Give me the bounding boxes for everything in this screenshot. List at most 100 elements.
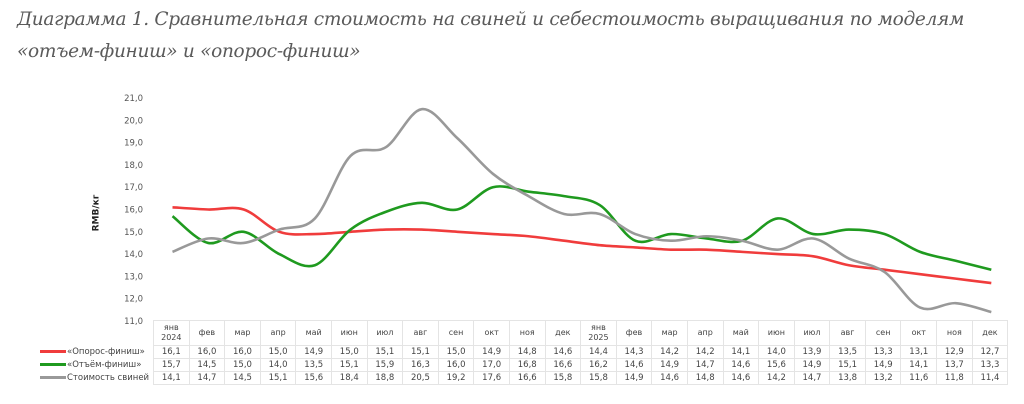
- x-tick-label: янв 2025: [580, 320, 617, 346]
- data-label: 14,0: [259, 358, 297, 372]
- y-tick-label: 17,0: [124, 183, 143, 193]
- data-label: 14,1: [722, 345, 760, 359]
- legend-entry: «Опорос-финиш»: [40, 346, 154, 359]
- x-tick-label: авг: [829, 320, 866, 346]
- data-label: 11,8: [936, 371, 973, 385]
- data-label: 11,4: [971, 371, 1009, 385]
- table-row: «Отъём-финиш» 15,7 14,5 15,0 14,0 13,5 15,1 15,…: [40, 358, 1009, 372]
- data-label: 17,6: [473, 371, 510, 385]
- x-tick-label: окт: [473, 320, 510, 346]
- legend-swatch: [40, 376, 66, 379]
- data-label: 15,1: [259, 371, 297, 385]
- data-label: 15,0: [330, 345, 368, 359]
- data-label: 15,1: [366, 345, 404, 359]
- data-label: 14,2: [651, 345, 688, 359]
- data-label: 14,6: [651, 371, 688, 385]
- data-label: 14,6: [615, 358, 653, 372]
- data-label: 13,5: [829, 345, 866, 359]
- y-tick-label: 13,0: [124, 272, 143, 282]
- data-label: 14,9: [615, 371, 653, 385]
- x-tick-label: сен: [437, 320, 475, 346]
- data-label: 13,5: [295, 358, 332, 372]
- data-label: 16,0: [188, 345, 226, 359]
- x-tick-label: ноя: [508, 320, 546, 346]
- data-label: 16,1: [153, 345, 190, 359]
- data-label: 15,0: [224, 358, 261, 372]
- table-row: «Опорос-финиш» 16,1 16,0 16,0 15,0 14,9 15,0 15…: [40, 345, 1009, 359]
- x-tick-label: янв 2024: [153, 320, 190, 346]
- data-label: 13,2: [864, 371, 902, 385]
- y-tick-label: 14,0: [124, 250, 143, 260]
- x-tick-label: фев: [188, 320, 226, 346]
- data-label: 14,9: [793, 358, 831, 372]
- data-label: 16,2: [580, 358, 617, 372]
- data-label: 16,0: [224, 345, 261, 359]
- x-tick-label: апр: [686, 320, 724, 346]
- series-line: [171, 185, 992, 271]
- y-tick-label: 19,0: [124, 139, 143, 149]
- data-label: 14,9: [295, 345, 332, 359]
- x-tick-label: мар: [651, 320, 688, 346]
- data-label: 15,0: [259, 345, 297, 359]
- data-label: 14,7: [686, 358, 724, 372]
- x-tick-label: июн: [330, 320, 368, 346]
- data-label: 14,4: [580, 345, 617, 359]
- legend-label: «Отъём-финиш»: [67, 360, 142, 370]
- data-label: 14,3: [615, 345, 653, 359]
- data-label: 15,8: [580, 371, 617, 385]
- legend-label: «Опорос-финиш»: [67, 347, 145, 357]
- series-line: [172, 205, 992, 285]
- x-tick-label: фев: [615, 320, 653, 346]
- data-label: 13,1: [900, 345, 938, 359]
- y-axis-label: RMB/кг: [91, 194, 102, 232]
- data-label: 17,0: [473, 358, 510, 372]
- legend-entry: Стоимость свиней: [40, 372, 154, 385]
- legend-label: Стоимость свиней: [67, 373, 150, 383]
- data-label: 16,6: [508, 371, 546, 385]
- x-tick-label: май: [295, 320, 332, 346]
- data-label: 13,7: [936, 358, 973, 372]
- x-tick-label: дек: [544, 320, 582, 346]
- data-label: 14,5: [224, 371, 261, 385]
- data-label: 13,3: [971, 358, 1009, 372]
- data-label: 14,9: [864, 358, 902, 372]
- data-label: 14,8: [508, 345, 546, 359]
- legend-swatch: [40, 363, 66, 366]
- y-tick-label: 18,0: [124, 161, 143, 171]
- data-label: 16,0: [437, 358, 475, 372]
- y-tick-label: 12,0: [124, 295, 143, 305]
- data-label: 14,5: [188, 358, 226, 372]
- data-label: 15,1: [330, 358, 368, 372]
- data-label: 13,8: [829, 371, 866, 385]
- data-label: 14,6: [544, 345, 582, 359]
- data-label: 16,8: [508, 358, 546, 372]
- data-label: 14,6: [722, 371, 760, 385]
- data-table: янв 2024 фев мар апр май июн июл авг сен окт ноя дек…: [40, 320, 1009, 385]
- data-label: 14,6: [722, 358, 760, 372]
- x-tick-label: сен: [864, 320, 902, 346]
- data-label: 14,1: [153, 371, 190, 385]
- legend-entry: «Отъём-финиш»: [40, 359, 154, 372]
- data-label: 14,9: [473, 345, 510, 359]
- chart-title: Диаграмма 1. Сравнительная стоимость на …: [17, 9, 965, 62]
- x-tick-label: дек: [971, 320, 1009, 346]
- x-tick-label: окт: [900, 320, 938, 346]
- x-tick-label: ноя: [936, 320, 973, 346]
- data-label: 19,2: [437, 371, 475, 385]
- data-label: 15,1: [829, 358, 866, 372]
- data-label: 20,5: [402, 371, 439, 385]
- data-label: 12,7: [971, 345, 1009, 359]
- table-row: Стоимость свиней 14,1 14,7 14,5 15,1 15,6 18,4…: [40, 371, 1009, 385]
- y-tick-label: 20,0: [124, 116, 143, 126]
- data-label: 14,1: [900, 358, 938, 372]
- data-label: 15,0: [437, 345, 475, 359]
- data-label: 14,7: [188, 371, 226, 385]
- x-tick-label: июл: [793, 320, 831, 346]
- data-label: 14,8: [686, 371, 724, 385]
- data-label: 15,6: [758, 358, 795, 372]
- x-tick-label: авг: [402, 320, 439, 346]
- data-label: 15,8: [544, 371, 582, 385]
- data-label: 13,9: [793, 345, 831, 359]
- x-tick-label: мар: [224, 320, 261, 346]
